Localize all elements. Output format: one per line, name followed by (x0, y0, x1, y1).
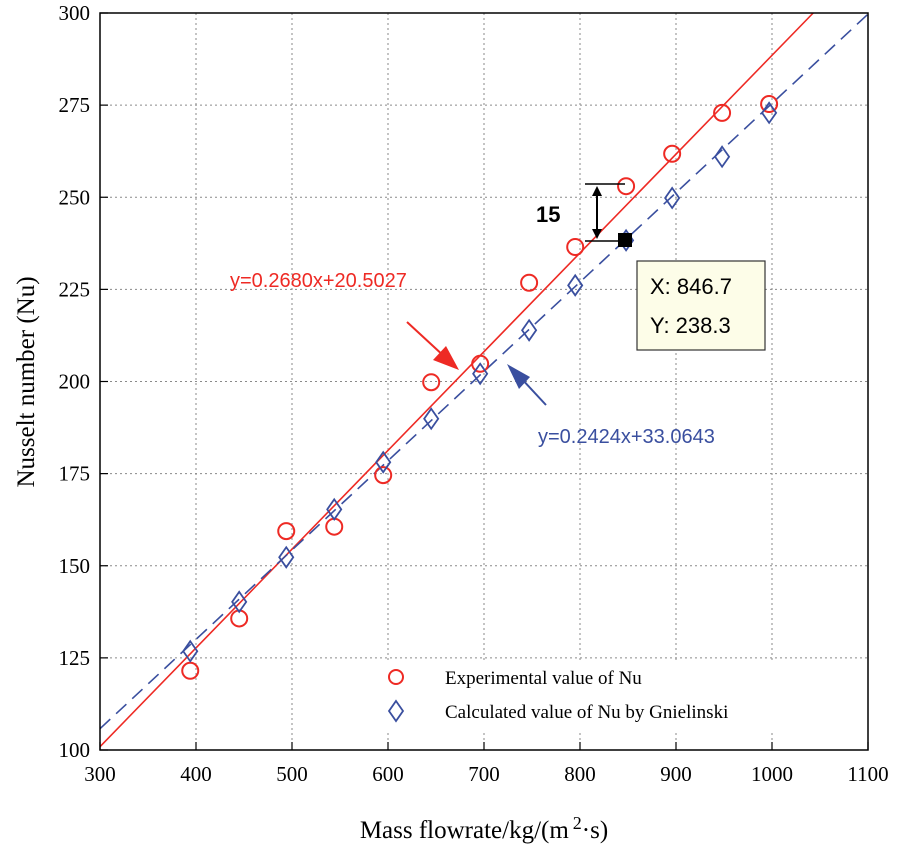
y-tick-label: 150 (59, 554, 91, 578)
arrow-experimental-shaft (406, 321, 447, 359)
experimental-point (471, 354, 490, 373)
x-tick-label: 1100 (847, 762, 888, 786)
gnielinski-point (326, 497, 343, 521)
gnielinski-point (521, 318, 538, 342)
legend-background (345, 660, 865, 730)
x-tick-label: 400 (180, 762, 212, 786)
y-tick-label: 250 (59, 185, 91, 209)
y-tick-label: 300 (59, 1, 91, 25)
legend-circle-icon (388, 669, 404, 685)
data-markers (181, 95, 779, 680)
gnielinski-point (664, 186, 681, 210)
axis-ticks: 300 400 500 600 700 800 900 1000 1100 100 125 150 17… (59, 1, 889, 786)
x-tick-label: 800 (564, 762, 596, 786)
datatip-x: X: 846.7 (650, 274, 732, 299)
experimental-point (374, 466, 393, 485)
experimental-point (663, 144, 682, 163)
arrow-gnielinski-head (507, 364, 530, 389)
x-tick-label: 900 (660, 762, 692, 786)
datatip-box: X: 846.7 Y: 238.3 (636, 260, 766, 351)
x-tick-label: 300 (84, 762, 116, 786)
fit-label-gnielinski: y=0.2424x+33.0643 (538, 426, 715, 448)
fit-lines (99, 12, 869, 748)
x-tick-label: 700 (468, 762, 500, 786)
x-tick-label: 600 (372, 762, 404, 786)
x-axis-title-main: Mass flowrate/kg/(m (360, 817, 570, 844)
experimental-point (520, 273, 539, 292)
datatip-y: Y: 238.3 (650, 313, 731, 338)
x-axis-title: Mass flowrate/kg/(m 2·s) (360, 813, 608, 844)
gnielinski-point (761, 101, 778, 125)
experimental-point (277, 522, 296, 541)
y-tick-label: 125 (59, 646, 91, 670)
y-tick-label: 275 (59, 93, 91, 117)
experimental-point (713, 103, 732, 122)
diff-label: 15 (536, 202, 560, 227)
experimental-point (617, 177, 636, 196)
gnielinski-point (278, 545, 295, 569)
legend-experimental: Experimental value of Nu (445, 668, 642, 689)
y-tick-label: 225 (59, 277, 91, 301)
datatip-marker (618, 233, 632, 247)
gnielinski-point (472, 362, 489, 386)
legend-gnielinski: Calculated value of Nu by Gnielinski (445, 702, 728, 723)
gnielinski-point (182, 639, 199, 663)
x-axis-title-sup: 2 (573, 813, 582, 833)
y-tick-label: 100 (59, 738, 91, 762)
difference-annotation: 15 (536, 183, 625, 242)
y-tick-label: 200 (59, 370, 91, 394)
x-axis-title-tail: ·s) (582, 817, 608, 844)
arrow-experimental-head (433, 346, 459, 370)
fit-line-experimental (99, 12, 814, 748)
x-tick-label: 1000 (751, 762, 793, 786)
gnielinski-point (423, 407, 440, 431)
legend: Experimental value of Nu Calculated valu… (345, 660, 865, 730)
gnielinski-point (567, 273, 584, 297)
fit-label-experimental: y=0.2680x+20.5027 (230, 270, 407, 292)
experimental-point (566, 237, 585, 256)
gnielinski-point (375, 450, 392, 474)
gnielinski-point (231, 590, 248, 614)
y-axis-title: Nusselt number (Nu) (13, 276, 40, 487)
experimental-point (422, 373, 441, 392)
gnielinski-point (713, 145, 731, 169)
y-tick-label: 175 (59, 462, 91, 486)
experimental-point (760, 95, 779, 114)
legend-diamond-icon (387, 699, 405, 723)
x-tick-label: 500 (276, 762, 308, 786)
